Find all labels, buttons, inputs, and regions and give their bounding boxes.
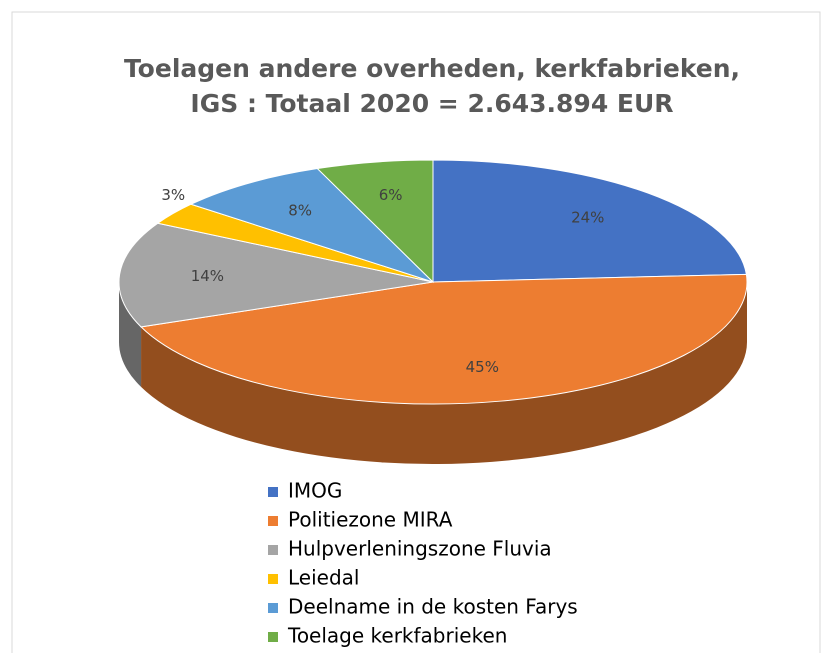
slice [118,222,434,328]
data-label: 8% [288,201,312,219]
legend-swatch [268,487,278,497]
legend-swatch [268,545,278,555]
slice [316,159,434,284]
legend-label: Deelname in de kosten Farys [288,595,578,619]
slice-side [119,282,142,387]
chart-title: IGS : Totaal 2020 = 2.643.894 EUR [190,89,673,118]
legend-swatch [268,516,278,526]
legend-swatch [268,632,278,642]
legend-label: Leiedal [288,566,359,590]
slice [139,273,748,405]
legend-swatch [268,574,278,584]
legend-label: IMOG [288,479,342,503]
data-label: 24% [571,208,604,226]
legend-label: Politiezone MIRA [288,508,453,532]
legend-label: Toelage kerkfabrieken [287,624,507,648]
legend-swatch [268,603,278,613]
chart-title: Toelagen andere overheden, kerkfabrieken… [124,54,740,83]
data-label: 3% [161,186,185,204]
data-label: 14% [191,267,224,285]
data-label: 45% [466,358,499,376]
slice [189,168,434,283]
slice-side [141,282,748,464]
data-label: 6% [379,186,403,204]
legend-label: Hulpverleningszone Fluvia [288,537,552,561]
slice [432,159,747,283]
